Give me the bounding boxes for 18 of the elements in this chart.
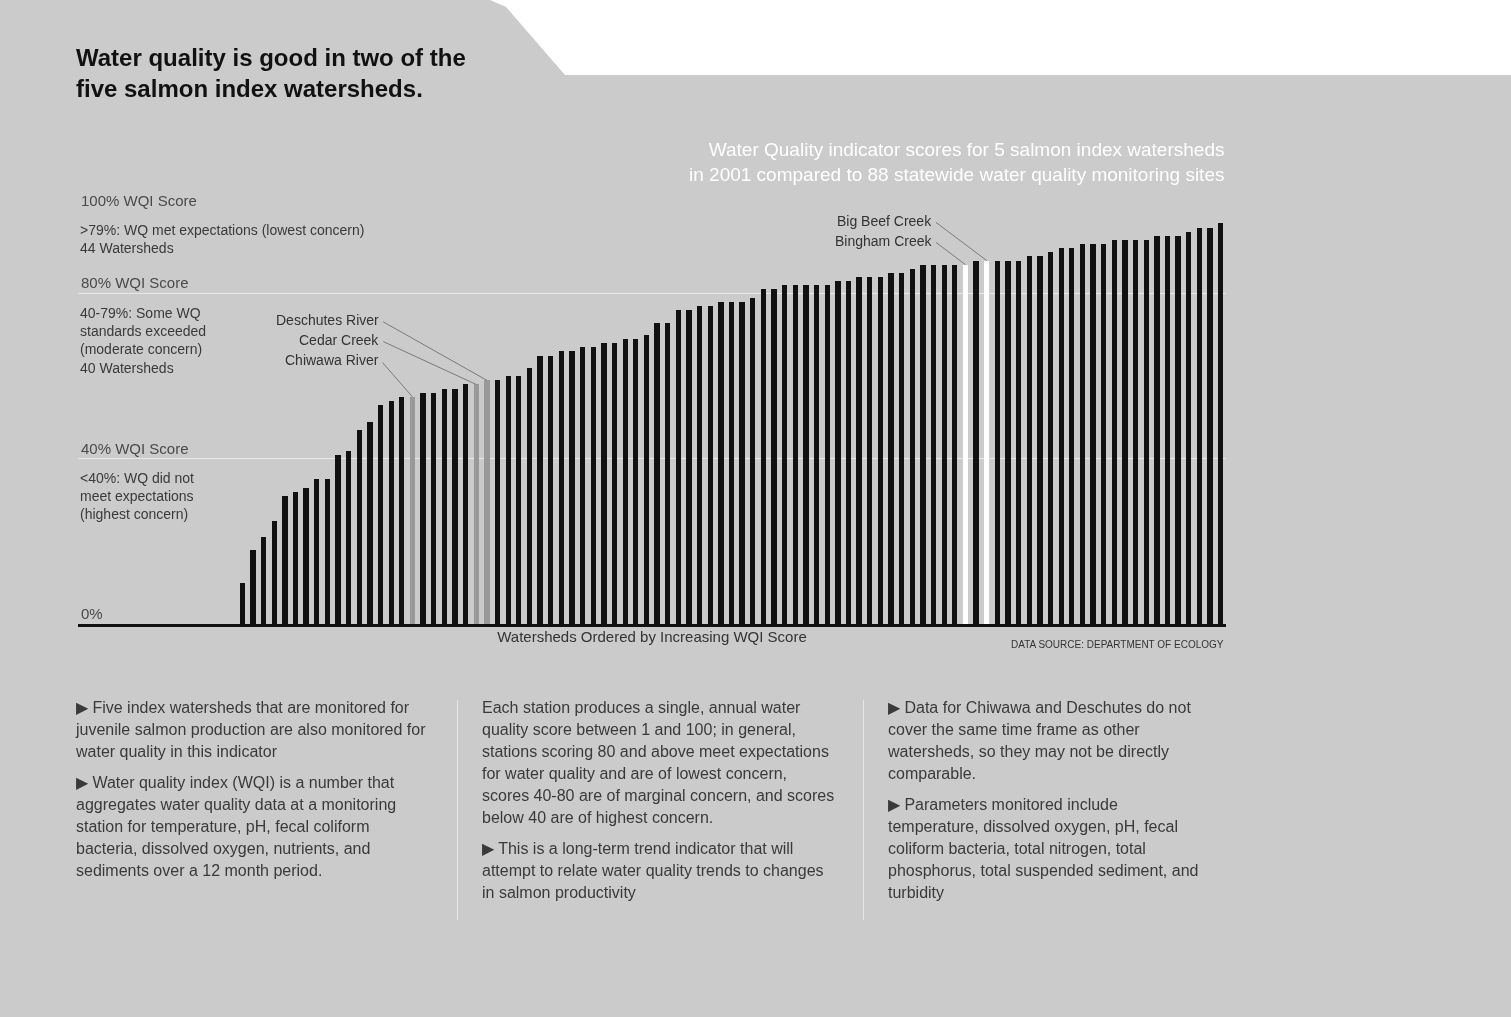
text: Cedar Creek [299, 332, 380, 348]
text: Deschutes River [276, 312, 380, 328]
text: <40%: WQ did not meet expectations (highest concern) [80, 470, 195, 523]
text: Chiwawa River [285, 352, 379, 368]
y-tick-label: 0% [81, 604, 103, 622]
source-note: DATA SOURCE: DEPARTMENT OF ECOLOGY [1011, 639, 1224, 650]
x-axis-title: Watersheds Ordered by Increasing WQI Score [497, 628, 807, 645]
text: Each station produces a single, annual water quality score between 1 and 100; in general, stations scoring 80 and above meet expectations for water quality and are of lowest concern, scores 40-80 are of marginal concern, and scores below 40 are of highest concern. ▶ This is a long-term trend indicator that will attempt to relate water quality trends to changes in salmon productivity [482, 699, 835, 901]
y-tick-label: 40% WQI Score [81, 439, 189, 457]
annotation: >79%: WQ met expectations (lowest concern) 44 Watersheds [80, 222, 365, 257]
y-tick-label: 80% WQI Score [81, 274, 189, 292]
text: Big Beef Creek [837, 213, 933, 229]
text: 40-79%: Some WQ standards exceeded (moderate concern) 40 Watersheds [80, 305, 207, 376]
text: Bingham Creek [835, 233, 933, 249]
y-tick-label: 100% WQI Score [81, 191, 197, 209]
text: ▶ Data for Chiwawa and Deschutes do not cover the same time frame as other watersheds, so they may not be directly comparable. ▶ Parameters monitored include temperature, dissolved oxygen, pH, fecal coliform bacteria, total nitrogen, total phosphorus, total suspended sediment, and turbidity [888, 699, 1199, 901]
chart-title: Water quality is good in two of the five salmon index watersheds. [76, 44, 466, 103]
text: ▶ Five index watersheds that are monitored for juvenile salmon production are also monitored for water quality in this indicator ▶ Water quality index (WQI) is a number that aggregates water quality data at a monitoring station for temperature, pH, fecal coliform bacteria, dissolved oxygen, nutrients, and sediments over a 12 month period. [76, 698, 427, 881]
